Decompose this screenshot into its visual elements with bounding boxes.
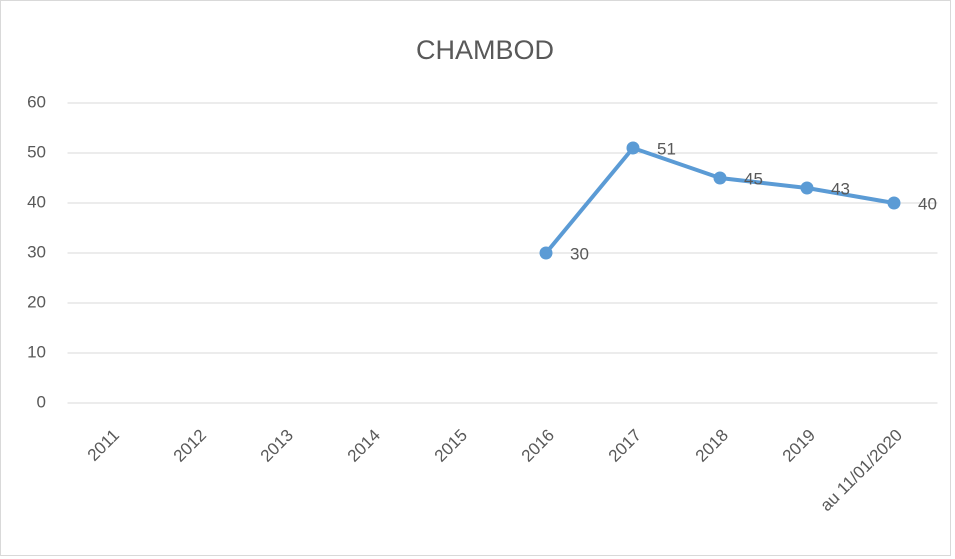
data-point: [800, 181, 814, 195]
data-point: [539, 246, 553, 260]
data-label: 51: [657, 139, 676, 158]
data-label: 30: [570, 244, 589, 263]
y-tick-label: 20: [27, 292, 46, 311]
y-tick-label: 50: [27, 142, 46, 161]
data-label: 45: [744, 169, 763, 188]
data-label: 43: [831, 179, 850, 198]
y-tick-label: 10: [27, 342, 46, 361]
data-point: [626, 141, 640, 155]
data-point: [887, 196, 901, 210]
data-label: 40: [918, 194, 937, 213]
chart-title: CHAMBOD: [416, 35, 554, 65]
y-tick-label: 0: [37, 392, 46, 411]
y-tick-label: 40: [27, 192, 46, 211]
data-point: [713, 171, 727, 185]
y-tick-label: 60: [27, 92, 46, 111]
y-tick-label: 30: [27, 242, 46, 261]
